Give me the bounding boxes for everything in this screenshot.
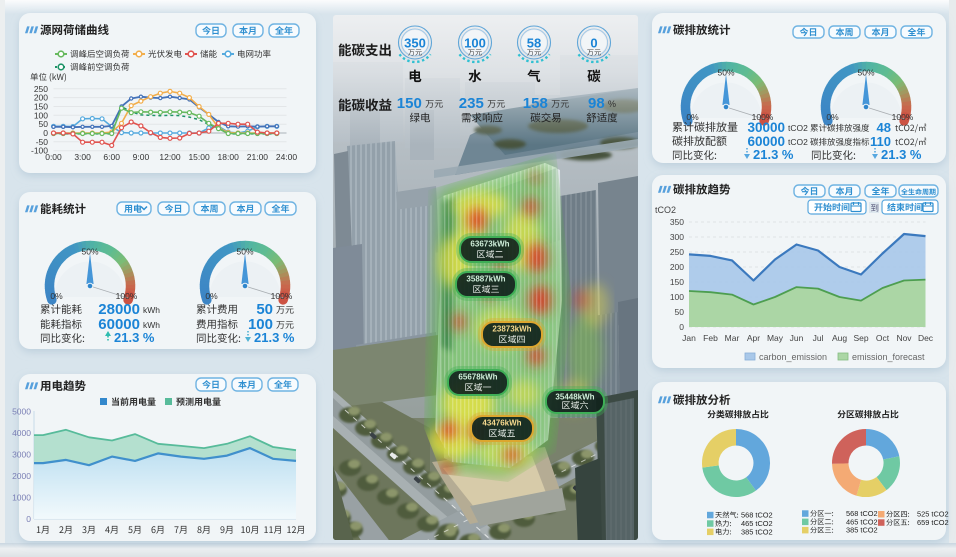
svg-text:659 tCO2: 659 tCO2	[917, 518, 949, 527]
svg-text:0%: 0%	[686, 112, 699, 122]
svg-text:50: 50	[39, 119, 49, 129]
svg-text:May: May	[767, 333, 784, 343]
svg-text:Jan: Jan	[682, 333, 696, 343]
svg-text:50%: 50%	[81, 247, 98, 257]
svg-text:30000: 30000	[747, 120, 785, 135]
svg-text:%: %	[608, 99, 616, 109]
svg-text:4000: 4000	[12, 428, 31, 438]
svg-text:0: 0	[43, 128, 48, 138]
svg-text:100%: 100%	[271, 291, 293, 301]
svg-text:28000: 28000	[98, 301, 140, 318]
svg-text:carbon_emission: carbon_emission	[759, 352, 827, 362]
svg-text:21:00: 21:00	[247, 152, 269, 162]
svg-text:21.3 %: 21.3 %	[114, 330, 155, 345]
svg-text:65678kWh: 65678kWh	[458, 373, 497, 382]
svg-text:0: 0	[590, 36, 597, 51]
svg-text:350: 350	[670, 217, 684, 227]
svg-text:0%: 0%	[826, 112, 839, 122]
svg-text:0:00: 0:00	[45, 152, 62, 162]
svg-text:21.3 %: 21.3 %	[881, 147, 922, 162]
svg-text:5000: 5000	[12, 407, 31, 417]
svg-text:43476kWh: 43476kWh	[482, 419, 521, 428]
svg-text:50%: 50%	[717, 68, 734, 78]
svg-text:23873kWh: 23873kWh	[492, 325, 531, 334]
svg-text:300: 300	[670, 232, 684, 242]
svg-text:465 tCO2: 465 tCO2	[846, 517, 878, 526]
svg-text:9:00: 9:00	[133, 152, 150, 162]
svg-text:200: 200	[34, 93, 48, 103]
svg-text:250: 250	[670, 247, 684, 257]
svg-text:465 tCO2: 465 tCO2	[741, 519, 773, 528]
svg-text:568 tCO2: 568 tCO2	[741, 511, 773, 520]
svg-text:48: 48	[877, 120, 891, 135]
svg-text:Apr: Apr	[747, 333, 760, 343]
svg-text:Aug: Aug	[832, 333, 847, 343]
svg-text:24:00: 24:00	[276, 152, 298, 162]
svg-text:3000: 3000	[12, 450, 31, 460]
svg-text:58: 58	[527, 36, 541, 51]
svg-text:150: 150	[397, 95, 422, 112]
svg-text:Nov: Nov	[896, 333, 912, 343]
svg-text:Feb: Feb	[703, 333, 718, 343]
svg-text:kWh: kWh	[143, 305, 160, 315]
svg-text:98: 98	[588, 95, 605, 112]
svg-text:Oct: Oct	[876, 333, 890, 343]
svg-text:6:00: 6:00	[103, 152, 120, 162]
svg-text:50%: 50%	[236, 247, 253, 257]
svg-text:50%: 50%	[857, 68, 874, 78]
svg-text:235: 235	[459, 95, 484, 112]
svg-text:tCO2: tCO2	[655, 205, 676, 215]
svg-text:60000: 60000	[747, 134, 785, 149]
svg-text:-100: -100	[31, 146, 48, 156]
svg-text:158: 158	[523, 95, 548, 112]
svg-text:63673kWh: 63673kWh	[470, 240, 509, 249]
svg-text:Dec: Dec	[918, 333, 934, 343]
svg-text:0%: 0%	[205, 291, 218, 301]
svg-text:100%: 100%	[116, 291, 138, 301]
svg-text:100: 100	[248, 316, 273, 333]
svg-text:100: 100	[464, 36, 486, 51]
svg-text:2000: 2000	[12, 471, 31, 481]
svg-text:100%: 100%	[752, 112, 774, 122]
svg-text:110: 110	[870, 134, 891, 149]
svg-text:21.3 %: 21.3 %	[254, 330, 295, 345]
svg-text:35887kWh: 35887kWh	[466, 275, 505, 284]
svg-text:emission_forecast: emission_forecast	[852, 352, 925, 362]
svg-text:-50: -50	[36, 137, 49, 147]
svg-text:200: 200	[670, 262, 684, 272]
svg-text:tCO2: tCO2	[788, 123, 808, 133]
svg-text:Jul: Jul	[813, 333, 824, 343]
svg-text:0: 0	[26, 514, 31, 524]
svg-text:568 tCO2: 568 tCO2	[846, 509, 878, 518]
svg-text:21.3 %: 21.3 %	[753, 147, 794, 162]
svg-text:150: 150	[34, 102, 48, 112]
svg-text:350: 350	[404, 36, 426, 51]
svg-text:100: 100	[34, 110, 48, 120]
svg-text:35448kWh: 35448kWh	[555, 393, 594, 402]
svg-text:385 tCO2: 385 tCO2	[741, 527, 773, 536]
svg-text:1000: 1000	[12, 493, 31, 503]
svg-text:3:00: 3:00	[74, 152, 91, 162]
svg-text:250: 250	[34, 84, 48, 94]
svg-text:150: 150	[670, 277, 684, 287]
svg-text:385 tCO2: 385 tCO2	[846, 526, 878, 535]
svg-text:0: 0	[679, 322, 684, 332]
svg-text:kWh: kWh	[143, 320, 160, 330]
svg-text:100%: 100%	[892, 112, 914, 122]
svg-text:18:00: 18:00	[218, 152, 240, 162]
svg-text:Sep: Sep	[853, 333, 868, 343]
svg-text:100: 100	[670, 292, 684, 302]
svg-text:12:00: 12:00	[159, 152, 181, 162]
svg-text:Jun: Jun	[790, 333, 804, 343]
svg-text:0%: 0%	[50, 291, 63, 301]
svg-text:50: 50	[675, 307, 685, 317]
svg-text:15:00: 15:00	[188, 152, 210, 162]
svg-text:525 tCO2: 525 tCO2	[917, 510, 949, 519]
svg-text:Mar: Mar	[725, 333, 740, 343]
svg-text:tCO2: tCO2	[788, 137, 808, 147]
svg-text:50: 50	[256, 301, 273, 318]
svg-text:60000: 60000	[98, 316, 140, 333]
